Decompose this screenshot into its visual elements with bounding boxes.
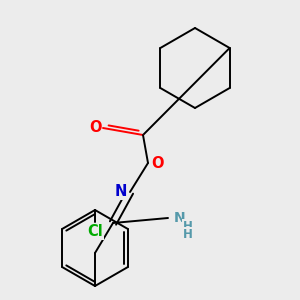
- Text: Cl: Cl: [87, 224, 103, 239]
- Text: O: O: [152, 155, 164, 170]
- Text: H: H: [183, 220, 193, 232]
- Text: N: N: [115, 184, 127, 200]
- Text: O: O: [89, 121, 101, 136]
- Text: N: N: [174, 211, 186, 225]
- Text: H: H: [183, 227, 193, 241]
